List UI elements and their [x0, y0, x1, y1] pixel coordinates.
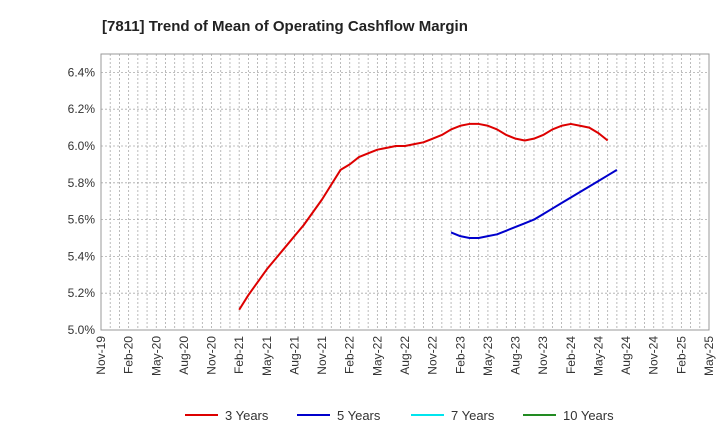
- x-tick-label: Nov-20: [205, 336, 219, 375]
- x-tick-label: Aug-20: [177, 336, 191, 375]
- x-tick-label: May-21: [260, 336, 274, 376]
- y-tick-label: 5.0%: [68, 323, 96, 337]
- y-tick-label: 6.2%: [68, 102, 96, 116]
- x-tick-label: Aug-22: [398, 336, 412, 375]
- x-tick-label: Feb-24: [564, 336, 578, 374]
- plot-border: [100, 53, 710, 331]
- series-lines: [238, 122, 618, 311]
- x-tick-label: May-22: [370, 336, 384, 376]
- x-tick-label: Aug-24: [619, 336, 633, 375]
- x-tick-label: Nov-22: [426, 336, 440, 375]
- x-tick-label: Nov-23: [536, 336, 550, 375]
- y-tick-label: 5.4%: [68, 249, 96, 263]
- y-tick-label: 6.4%: [68, 65, 96, 79]
- y-tick-label: 5.8%: [68, 176, 96, 190]
- x-tick-label: May-20: [149, 336, 163, 376]
- chart-title: [7811] Trend of Mean of Operating Cashfl…: [102, 18, 468, 35]
- x-tick-label: Feb-21: [232, 336, 246, 374]
- y-tick-label: 6.0%: [68, 139, 96, 153]
- x-tick-label: Feb-25: [674, 336, 688, 374]
- x-tick-label: Aug-23: [509, 336, 523, 375]
- x-tick-label: Nov-24: [647, 336, 661, 375]
- x-tick-label: Feb-22: [343, 336, 357, 374]
- x-tick-label: Aug-21: [287, 336, 301, 375]
- y-tick-label: 5.2%: [68, 286, 96, 300]
- x-tick-label: Feb-20: [122, 336, 136, 374]
- plot-area: [100, 53, 710, 331]
- legend-label: 7 Years: [451, 408, 495, 423]
- legend: 3 Years 5 Years 7 Years 10 Years: [185, 408, 614, 423]
- legend-label: 3 Years: [225, 408, 269, 423]
- legend-label: 5 Years: [337, 408, 381, 423]
- x-axis-ticks: Nov-19 Feb-20 May-20 Aug-20 Nov-20 Feb-21 May-…: [94, 336, 716, 376]
- series-line-5-years: [450, 169, 618, 239]
- x-tick-label: Nov-19: [94, 336, 108, 375]
- y-axis-ticks: 5.0% 5.2% 5.4% 5.6% 5.8% 6.0% 6.2% 6.4%: [68, 65, 96, 337]
- x-tick-label: Nov-21: [315, 336, 329, 375]
- x-tick-label: May-25: [702, 336, 716, 376]
- series-line-3-years: [238, 122, 609, 311]
- legend-label: 10 Years: [563, 408, 614, 423]
- x-tick-label: May-23: [481, 336, 495, 376]
- y-tick-label: 5.6%: [68, 213, 96, 227]
- x-gridlines: [100, 54, 710, 330]
- x-tick-label: Feb-23: [453, 336, 467, 374]
- x-tick-label: May-24: [591, 336, 605, 376]
